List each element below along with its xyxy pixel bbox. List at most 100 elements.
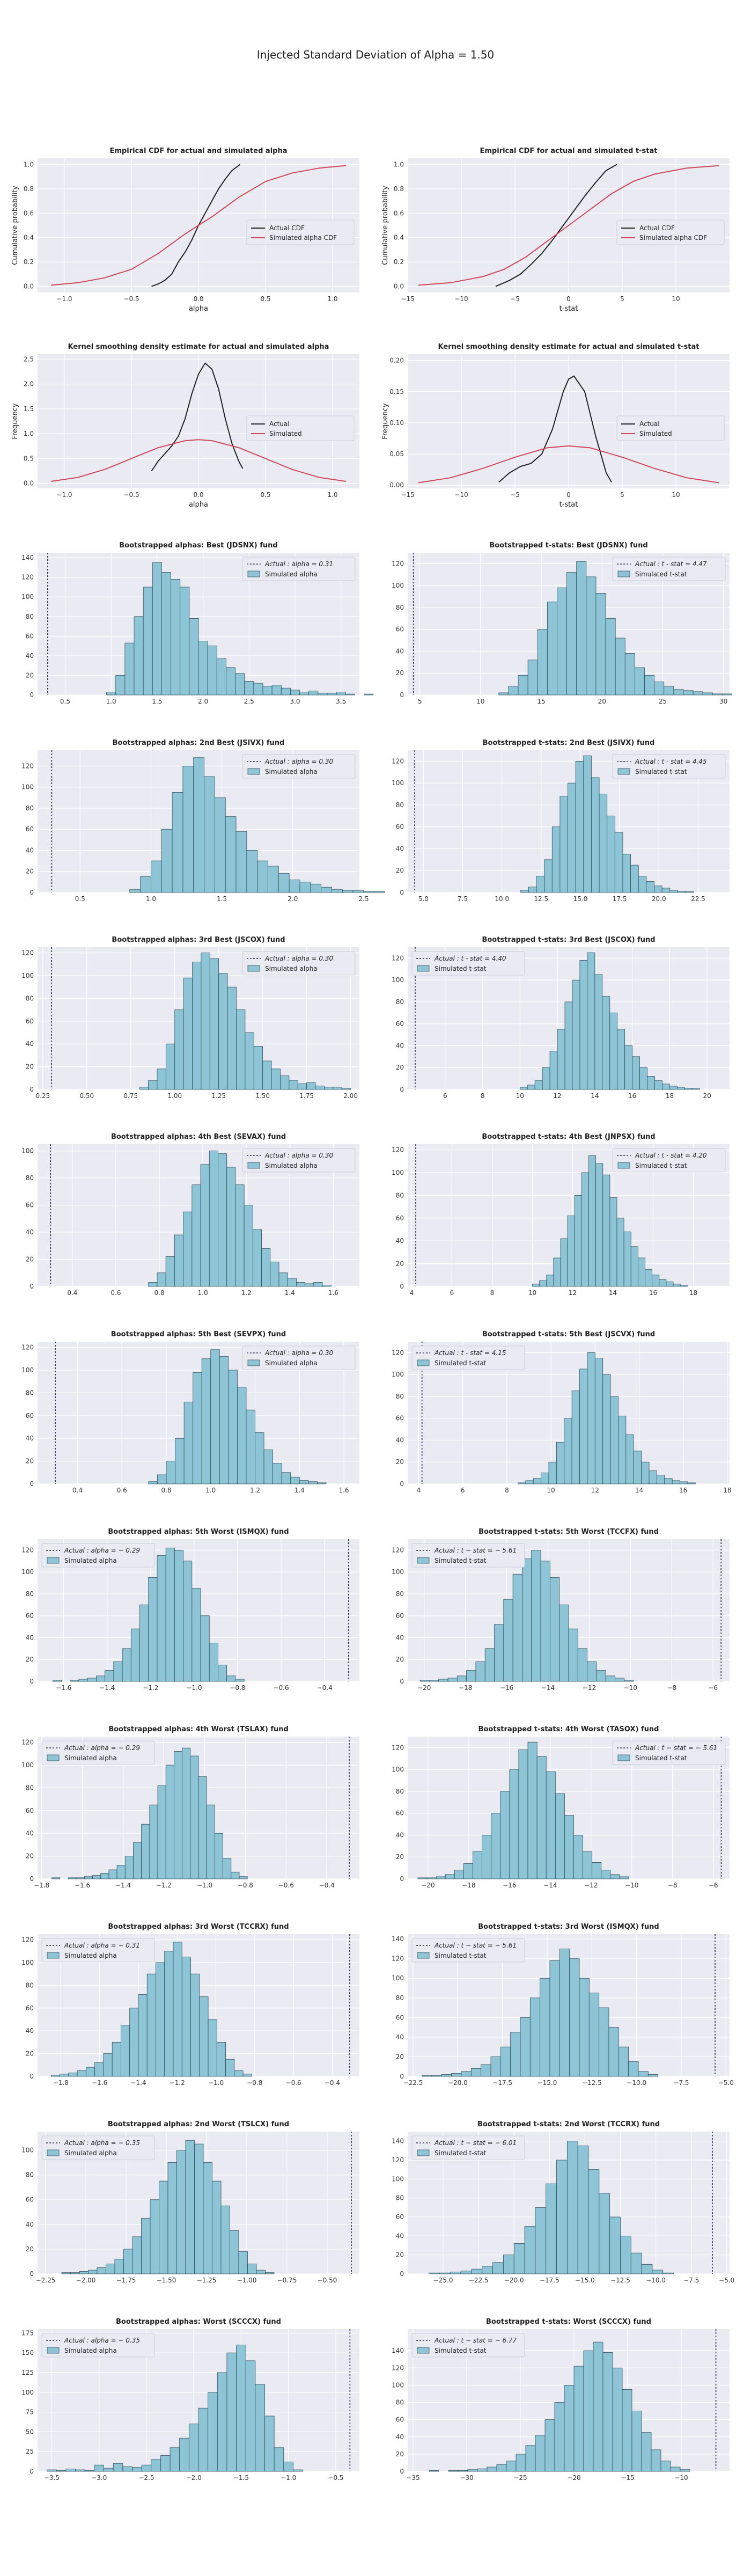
x-tick-label: −0.4 [319,1882,335,1889]
y-tick-label: 2.5 [24,355,34,363]
y-tick-label: 120 [392,1146,404,1154]
hist-bar [198,641,208,696]
hist-bar [576,561,587,696]
hist-bar [662,2272,674,2274]
hist-bar [609,2216,621,2274]
hist-bar [242,2074,252,2077]
y-tick-label: 60 [26,1412,34,1419]
hist-bar [539,1280,547,1287]
x-tick-label: 6 [443,1092,447,1100]
y-tick-label: 60 [26,825,34,833]
legend-label-actual: Actual : alpha = − 0.29 [64,1547,140,1554]
legend [242,1148,356,1173]
x-tick-label: −25 [513,2474,527,2482]
x-tick-label: 1.5 [152,698,162,705]
y-tick-label: 0 [400,1086,404,1093]
hist-bar [180,587,190,696]
x-tick-label: 10 [528,1289,536,1297]
hist-bar [226,2352,237,2472]
legend [41,2333,155,2358]
y-tick-label: 0 [400,1875,404,1883]
hist-bar [97,2267,106,2274]
hist-bar [257,860,268,893]
x-tick-label: −8 [667,1684,676,1692]
hist-bar [678,891,686,893]
hist-bar [664,1478,673,1484]
hist-bar [70,2272,80,2274]
hist-bar [132,2467,142,2472]
y-tick-label: 80 [396,1191,404,1199]
hist-bar [551,826,561,893]
hist-bar [559,796,568,893]
y-tick-label: 0.4 [24,234,34,241]
hist-bar [193,1372,202,1484]
y-tick-label: 80 [26,613,34,620]
x-tick-label: −12.5 [610,2277,630,2284]
legend [612,754,726,779]
y-tick-label: 20 [26,2050,34,2058]
x-tick-label: −3.5 [44,2474,60,2482]
subplot-8: 5.0 7.5 10.0 12.5 15.0 17.5 20.0 22.5 0 20 40 60 80 1… [392,739,730,903]
hist-bar [641,2264,653,2274]
hist-bar [290,1476,300,1484]
y-axis-label: Cumulative probability [381,186,389,265]
hist-bar [244,681,254,696]
legend-label-hist: Simulated t-stat [635,1162,687,1169]
hist-bar [225,816,237,893]
hist-bar [223,1858,232,1879]
legend-swatch [47,1557,60,1564]
x-tick-label: −12 [583,1684,596,1692]
hist-bar [587,1352,595,1484]
subplot-title: Bootstrapped t-stats: Best (JDSNX) fund [489,541,647,550]
hist-bar [482,1835,492,1879]
hist-bar [179,2438,189,2472]
hist-bar [216,658,226,696]
y-tick-label: 1.0 [394,160,404,168]
legend-label-actual: Actual : alpha = − 0.35 [64,2139,140,2147]
legend-label-actual: Actual : alpha = − 0.31 [64,1942,140,1949]
hist-bar [441,2074,452,2077]
hist-bar [318,692,328,696]
hist-bar [602,1374,611,1484]
hist-bar [283,2461,293,2472]
legend-label-hist: Simulated alpha [265,768,318,775]
hist-bar [299,1480,309,1484]
x-tick-label: 0.5 [60,698,70,705]
y-tick-label: 60 [396,2416,404,2424]
x-tick-label: 4 [410,1289,414,1297]
legend-label: Actual [639,420,660,428]
hist-bar [341,1088,351,1090]
x-tick-label: −35 [406,2474,419,2482]
y-tick-label: 80 [26,1784,34,1791]
hist-bar [431,2075,442,2077]
x-tick-label: 14 [591,1092,599,1100]
legend-label-actual: Actual : t - stat = 4.40 [434,955,506,962]
y-tick-label: 20 [26,1853,34,1860]
hist-bar [645,1269,653,1287]
hist-bar [554,2402,565,2472]
hist-bar [520,890,529,893]
hist-bar [556,1442,565,1484]
hist-bar [527,660,538,696]
x-tick-label: 0.25 [35,1092,50,1100]
x-tick-label: 10 [672,491,680,499]
x-tick-label: 2.0 [288,895,298,903]
x-tick-label: −1.8 [34,1882,49,1889]
subplot-title: Bootstrapped alphas: 5th Worst (ISMQX) f… [108,1528,289,1536]
x-tick-label: −1.4 [115,1882,131,1889]
hist-bar [620,2235,631,2274]
hist-bar [123,2249,133,2274]
x-tick-label: −20 [417,1684,431,1692]
y-tick-label: 0 [400,691,404,699]
hist-bar [148,1080,158,1090]
y-tick-label: 25 [26,2448,34,2455]
hist-bar [630,2252,642,2274]
hist-bar [556,2160,568,2274]
y-tick-label: 0 [400,889,404,896]
hist-bar [546,1275,554,1287]
subplot-21: −2.25 −2.00 −1.75 −1.50 −1.25 −1.00 −0.75 −0.50… [21,2120,359,2284]
hist-bar [182,1747,191,1879]
legend-swatch [247,1162,260,1169]
hist-bar [458,2470,468,2472]
hist-bar [94,2062,104,2077]
